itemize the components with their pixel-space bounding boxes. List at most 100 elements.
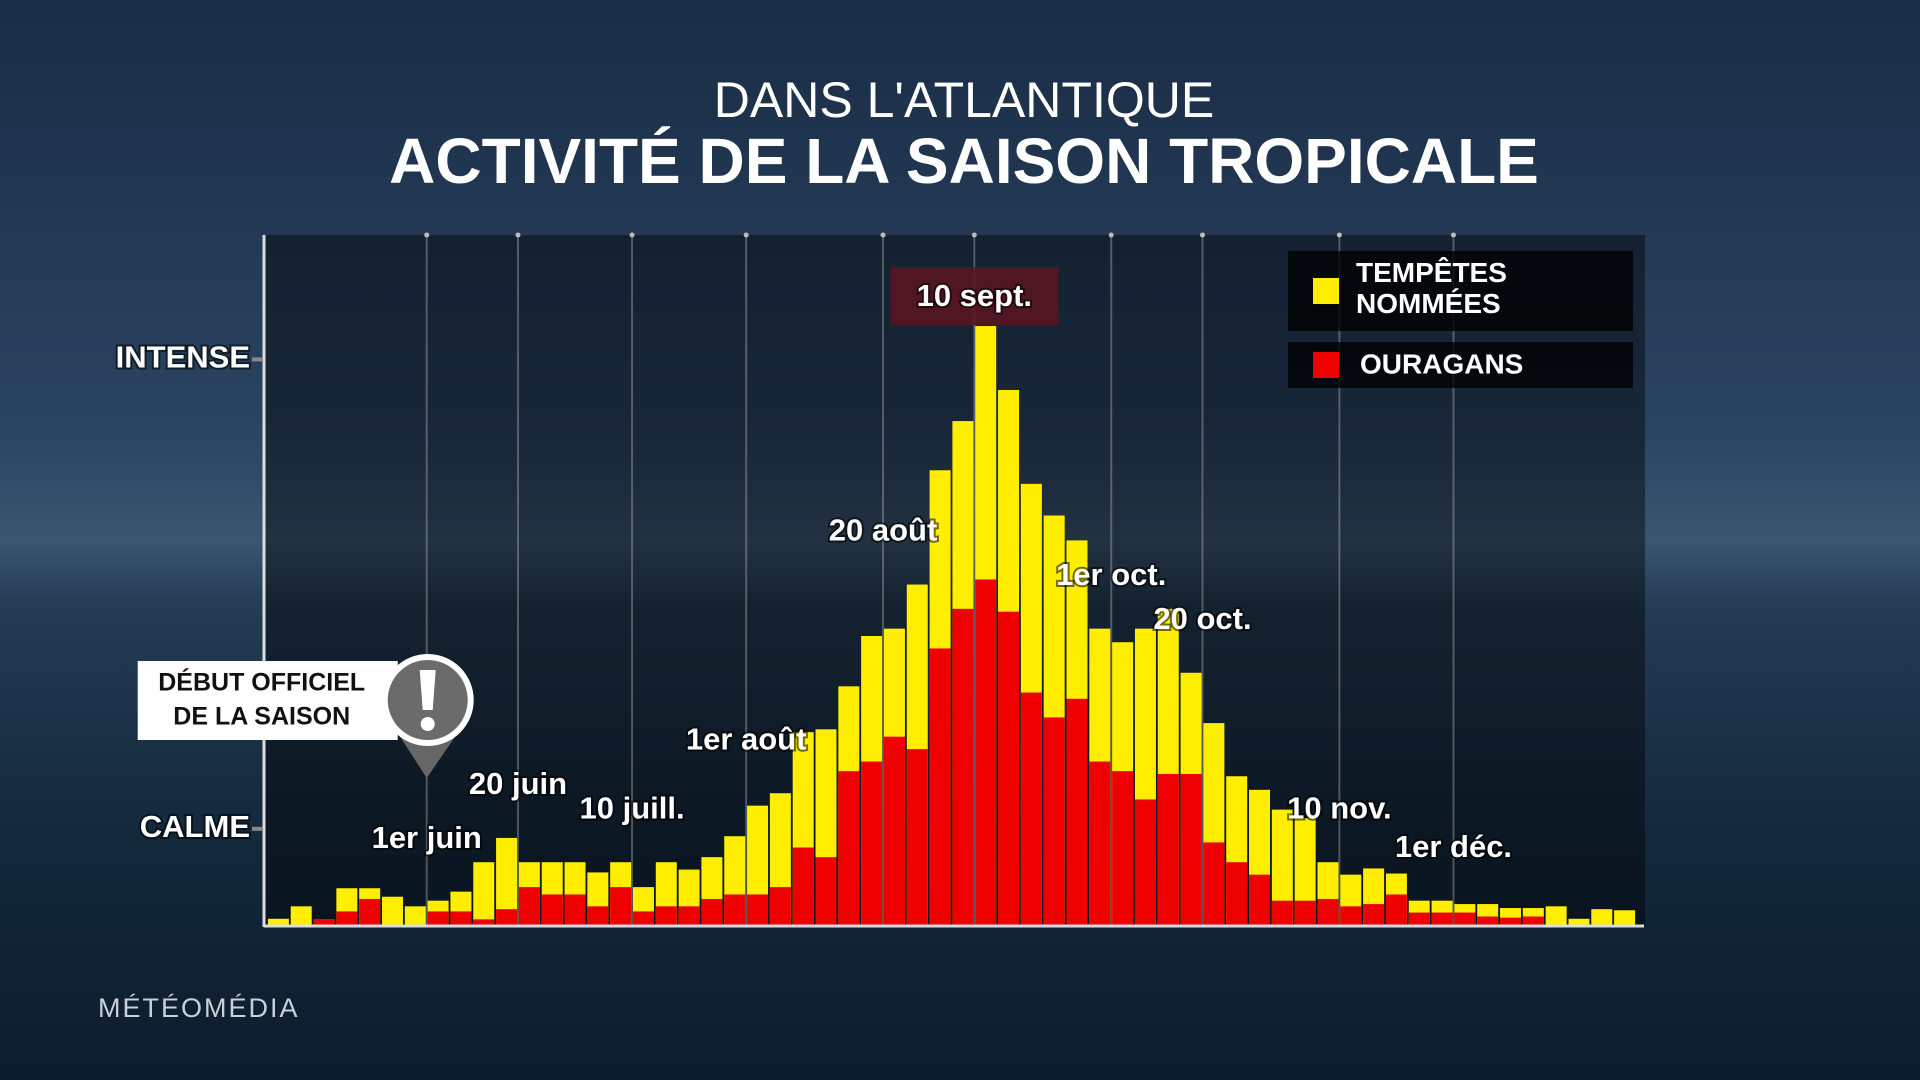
bar	[1340, 906, 1362, 925]
bar	[975, 579, 997, 925]
date-label: 20 août	[829, 513, 938, 548]
callout-text: DÉBUT OFFICIEL	[158, 668, 365, 697]
bar	[496, 837, 518, 925]
bar	[518, 887, 540, 925]
bar	[404, 906, 426, 925]
bar	[290, 906, 312, 925]
bar	[541, 894, 563, 925]
season-start-callout: DÉBUT OFFICIEL DE LA SAISON	[137, 654, 474, 778]
bar	[1294, 818, 1316, 925]
bar	[1043, 717, 1065, 925]
bar	[906, 749, 928, 925]
bar	[632, 911, 654, 925]
bar	[1500, 917, 1522, 925]
bar	[929, 648, 951, 925]
bar	[313, 919, 335, 925]
bar	[747, 894, 769, 925]
bar	[655, 906, 677, 925]
bar	[267, 918, 289, 925]
bar	[1522, 916, 1544, 925]
bar	[450, 911, 472, 925]
date-label: 1er juin	[372, 820, 482, 855]
bar	[1089, 761, 1111, 925]
bar	[1180, 773, 1202, 925]
date-dot	[880, 232, 886, 238]
bar	[564, 894, 586, 925]
bar	[883, 736, 905, 925]
date-dot	[1336, 232, 1342, 238]
bar	[1385, 894, 1407, 925]
bar	[1431, 912, 1453, 925]
bar	[1134, 799, 1156, 925]
y-tick-label: INTENSE	[116, 340, 250, 375]
bar	[792, 847, 814, 925]
date-dot	[1108, 232, 1114, 238]
bar	[1112, 771, 1134, 925]
bar	[473, 862, 495, 925]
bar	[473, 919, 495, 925]
bar	[1317, 898, 1339, 925]
bar	[359, 898, 381, 925]
bar	[861, 761, 883, 925]
bar	[1226, 862, 1248, 925]
date-dot	[515, 232, 521, 238]
bar	[1203, 842, 1225, 925]
bar	[1294, 900, 1316, 925]
callout-box	[137, 661, 398, 740]
date-label: 20 juin	[469, 766, 567, 801]
bar	[1454, 912, 1476, 925]
exclamation-bar	[419, 670, 436, 710]
y-tick-label: CALME	[140, 809, 250, 844]
date-dot	[1450, 232, 1456, 238]
date-dot	[743, 232, 749, 238]
bar	[1545, 906, 1567, 925]
date-label: 1er déc.	[1395, 829, 1512, 864]
date-label: 1er août	[686, 721, 807, 756]
bar	[815, 857, 837, 925]
bar	[496, 909, 518, 925]
bar	[838, 771, 860, 925]
chart-title: ACTIVITÉ DE LA SAISON TROPICALE	[389, 125, 1539, 197]
highlight-box	[890, 267, 1059, 326]
bar	[587, 906, 609, 925]
legend-swatch	[1313, 278, 1339, 304]
bar	[610, 887, 632, 925]
bar	[998, 611, 1020, 925]
bar	[952, 608, 974, 925]
bar	[678, 906, 700, 925]
legend-box	[1288, 342, 1633, 388]
legend-label: TEMPÊTES NOMMÉES	[1356, 257, 1507, 319]
date-label: 20 oct.	[1153, 601, 1251, 636]
date-label: 1er oct.	[1056, 557, 1166, 592]
legend-label: OURAGANS	[1360, 348, 1523, 379]
bar	[1271, 900, 1293, 925]
bar	[1408, 912, 1430, 925]
bar	[701, 898, 723, 925]
bar	[381, 896, 403, 925]
exclamation-dot	[420, 717, 435, 731]
date-dot	[1199, 232, 1205, 238]
callout-text: DE LA SAISON	[173, 703, 350, 731]
legend-swatch	[1313, 352, 1339, 378]
legend-box	[1288, 251, 1633, 331]
bar	[1157, 773, 1179, 925]
bar	[1066, 698, 1088, 925]
date-dot	[629, 232, 635, 238]
bar	[1249, 874, 1271, 925]
date-dot	[971, 232, 977, 238]
bar	[1020, 692, 1042, 925]
brand: MÉTÉOMÉDIA	[98, 993, 300, 1023]
date-dot	[424, 232, 430, 238]
bar	[1363, 904, 1385, 925]
bar	[1271, 809, 1293, 925]
date-label: 10 juill.	[580, 790, 685, 825]
bar	[724, 894, 746, 925]
date-label: 10 sept.	[917, 278, 1032, 313]
bar	[769, 887, 791, 925]
bar	[336, 911, 358, 925]
date-label: 10 nov.	[1287, 790, 1392, 825]
chart-subtitle: DANS L'ATLANTIQUE	[714, 72, 1214, 128]
bar	[1568, 918, 1590, 925]
